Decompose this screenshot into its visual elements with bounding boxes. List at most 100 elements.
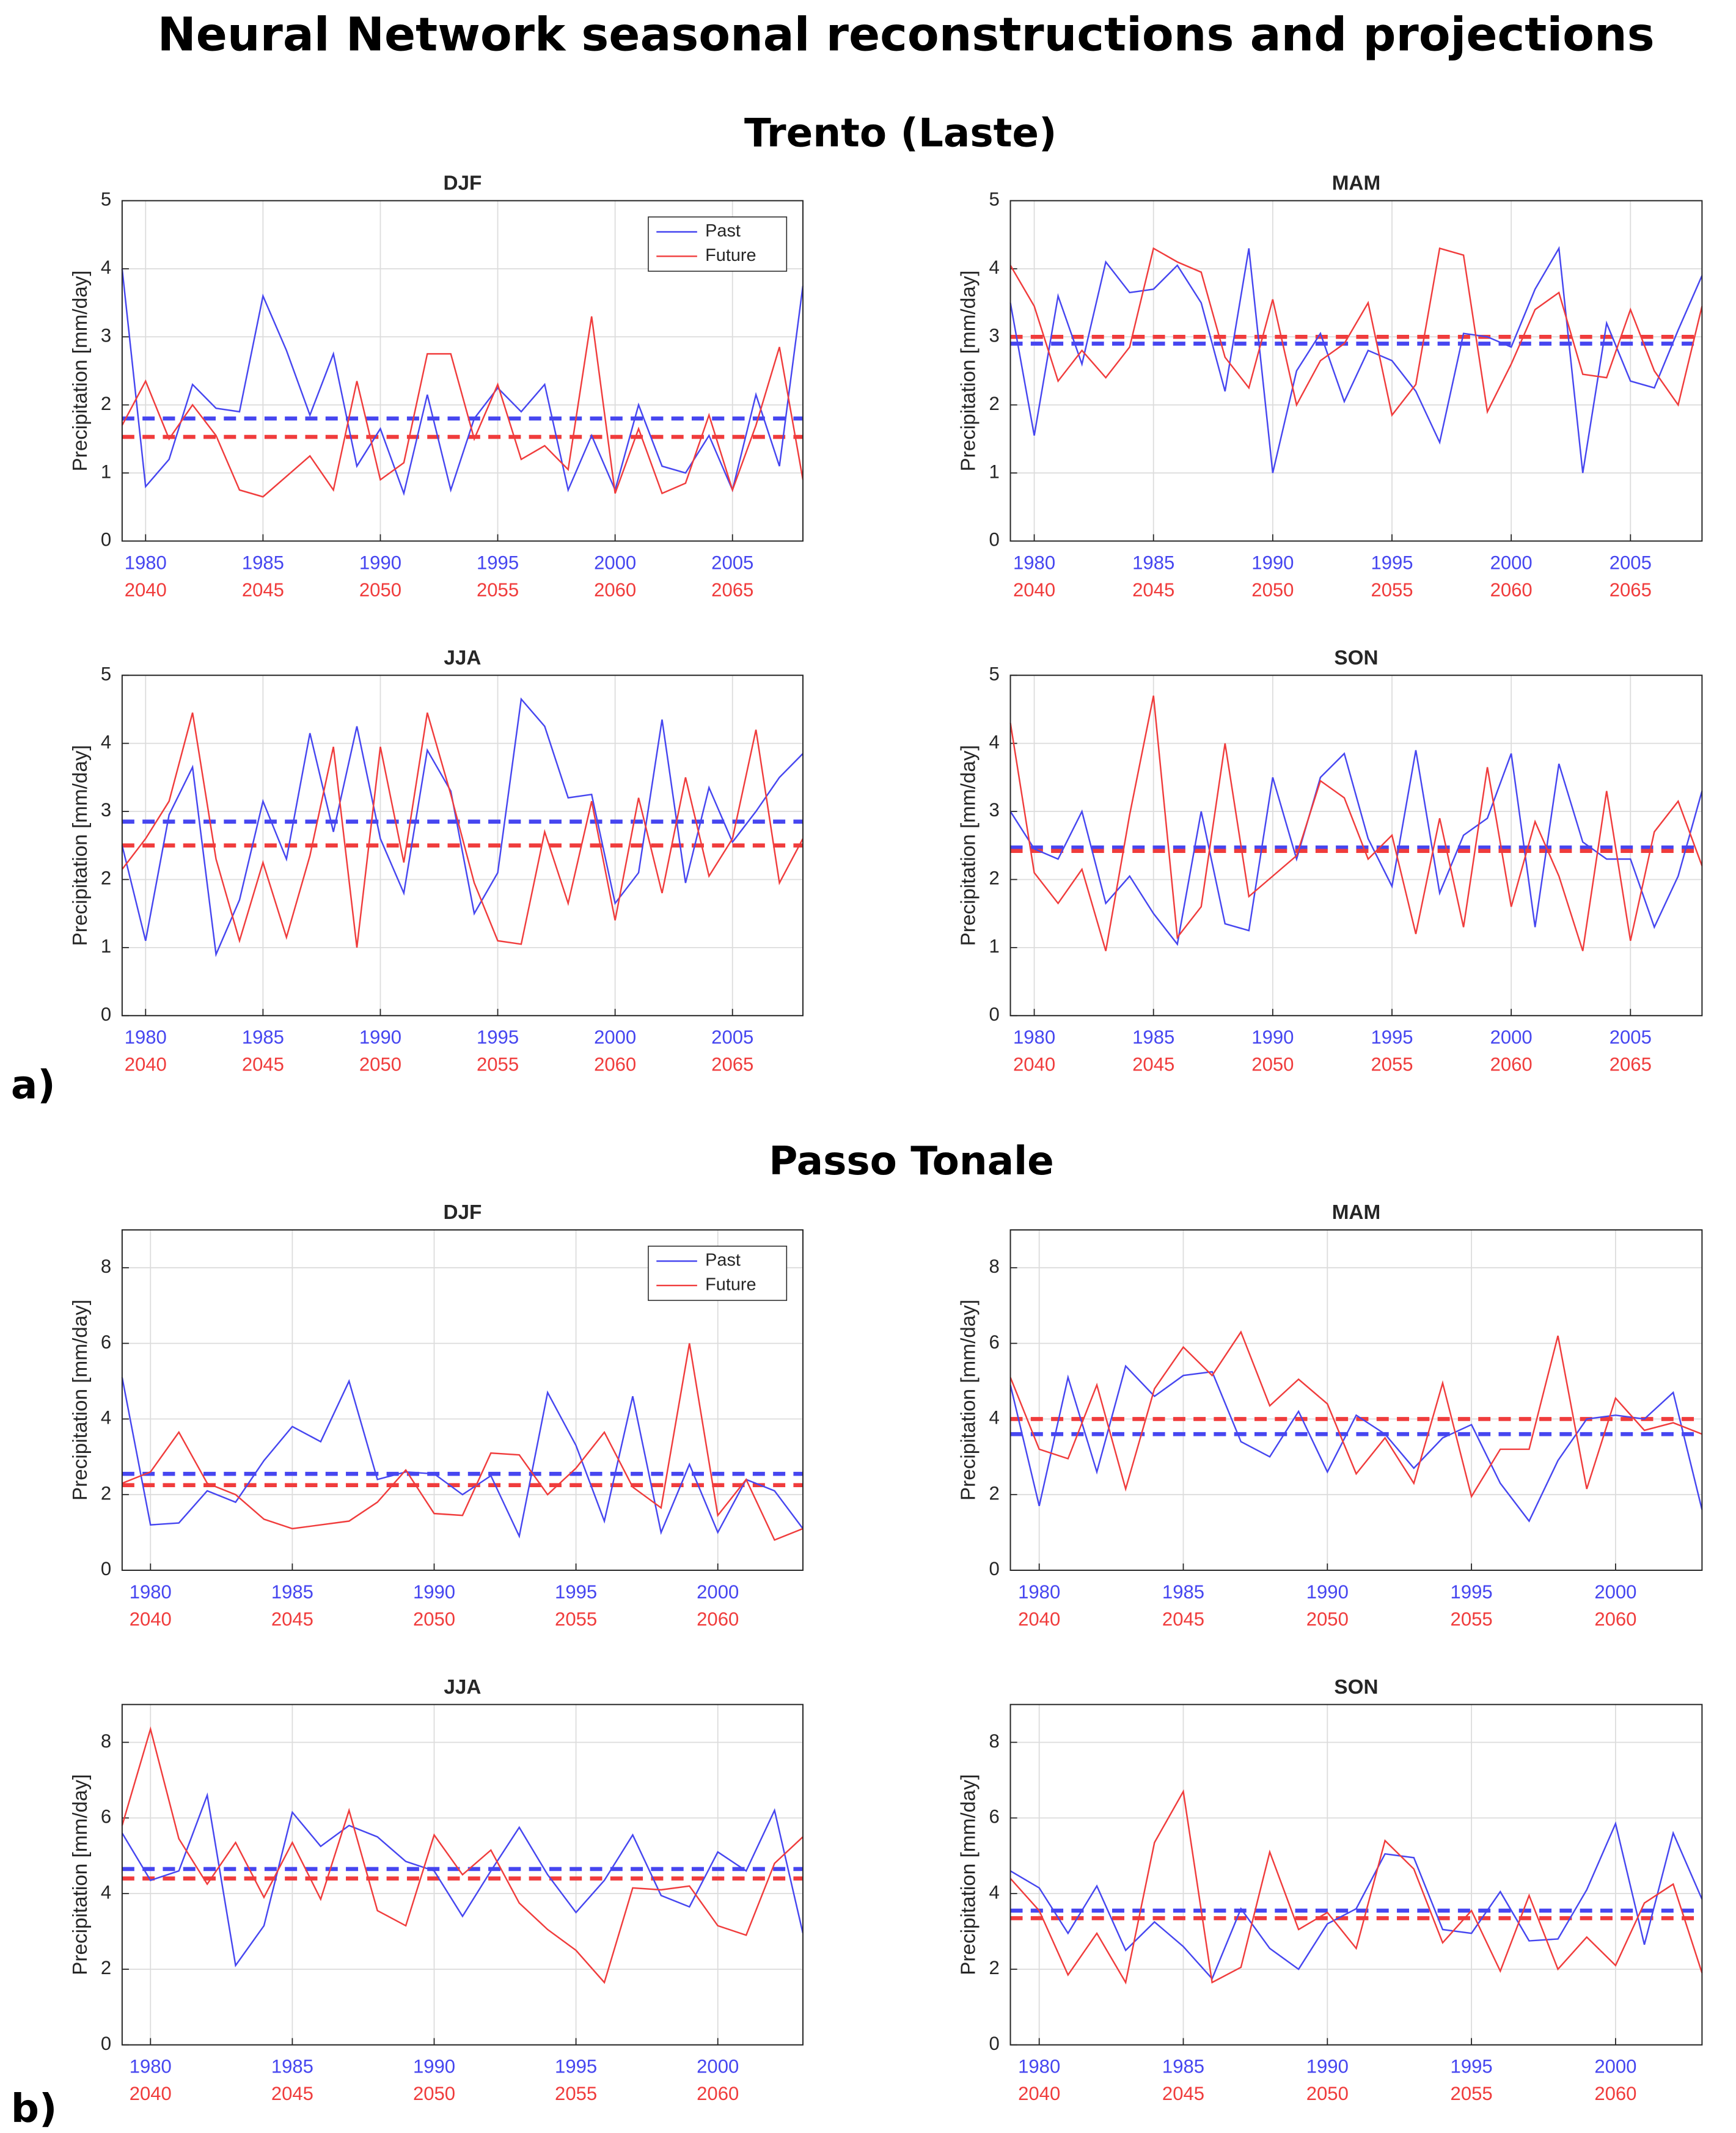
x-tick-label: 1985 xyxy=(1132,1026,1174,1048)
x2-tick-label: 2040 xyxy=(130,2083,172,2104)
y-tick-label: 5 xyxy=(989,663,999,684)
axes-box xyxy=(1009,200,1703,542)
series-line xyxy=(121,1792,804,1967)
y-tick-label: 4 xyxy=(989,1407,999,1429)
legend-label: Past xyxy=(705,221,741,241)
series-line xyxy=(121,697,804,957)
subplot-title: JJA xyxy=(444,646,481,669)
x2-tick-label: 2045 xyxy=(1132,579,1174,601)
y-tick-label: 0 xyxy=(101,2033,111,2054)
figure-title: Neural Network seasonal reconstructions … xyxy=(158,8,1655,62)
series-line xyxy=(121,1726,804,1985)
x2-tick-label: 2050 xyxy=(359,1054,401,1075)
x-tick-label: 1990 xyxy=(359,552,401,573)
x2-tick-label: 2045 xyxy=(1132,1054,1174,1075)
x-tick-label: 1985 xyxy=(271,2056,313,2077)
x2-tick-label: 2060 xyxy=(1490,579,1533,601)
y-tick-label: 0 xyxy=(101,1003,111,1025)
y-tick-label: 1 xyxy=(989,935,999,957)
subplot-title: DJF xyxy=(443,1201,482,1224)
y-tick-label: 8 xyxy=(101,1730,111,1752)
x2-tick-label: 2055 xyxy=(555,2083,597,2104)
y-tick-label: 0 xyxy=(101,529,111,551)
x-tick-label: 1980 xyxy=(1013,552,1055,573)
y-tick-label: 4 xyxy=(989,731,999,753)
x2-tick-label: 2065 xyxy=(1610,579,1652,601)
subplot-title: SON xyxy=(1334,1676,1378,1699)
x-tick-label: 2000 xyxy=(594,1026,636,1048)
x2-tick-label: 2060 xyxy=(594,1054,636,1075)
series-line xyxy=(1009,1364,1703,1523)
y-tick-label: 5 xyxy=(101,663,111,684)
y-tick-label: 0 xyxy=(989,2033,999,2054)
y-tick-label: 8 xyxy=(101,1256,111,1277)
x-tick-label: 2000 xyxy=(697,2056,739,2077)
x2-tick-label: 2050 xyxy=(1306,2083,1349,2104)
subplot-title: SON xyxy=(1334,646,1378,669)
series-line xyxy=(1009,247,1703,417)
x2-tick-label: 2045 xyxy=(271,1608,313,1630)
x-tick-label: 1995 xyxy=(1451,1581,1493,1603)
legend-box xyxy=(648,216,788,272)
axes-box xyxy=(1009,1703,1703,2046)
legend-label: Future xyxy=(705,246,756,265)
y-tick-label: 6 xyxy=(989,1806,999,1828)
plot-area xyxy=(1010,200,1702,541)
x-tick-label: 1985 xyxy=(1132,552,1174,573)
series-line xyxy=(121,1377,804,1539)
x-tick-label: 1995 xyxy=(555,1581,597,1603)
section-title: Passo Tonale xyxy=(769,1138,1054,1184)
axes-box xyxy=(121,1229,804,1571)
series-line xyxy=(1009,1821,1703,1980)
y-tick-label: 0 xyxy=(989,1003,999,1025)
y-axis-label: Precipitation [mm/day] xyxy=(958,270,980,471)
x2-tick-label: 2055 xyxy=(1371,1054,1413,1075)
x2-tick-label: 2065 xyxy=(711,1054,753,1075)
x2-tick-label: 2055 xyxy=(477,579,519,601)
y-axis-label: Precipitation [mm/day] xyxy=(69,270,92,471)
y-tick-label: 4 xyxy=(101,1881,111,1903)
y-tick-label: 0 xyxy=(989,529,999,551)
x-tick-label: 1995 xyxy=(555,2056,597,2077)
y-tick-label: 4 xyxy=(101,1407,111,1429)
x-tick-label: 1980 xyxy=(1018,2056,1060,2077)
x2-tick-label: 2060 xyxy=(697,1608,739,1630)
x2-tick-label: 2040 xyxy=(125,579,167,601)
y-tick-label: 6 xyxy=(101,1331,111,1353)
x2-tick-label: 2040 xyxy=(1018,1608,1060,1630)
x2-tick-label: 2050 xyxy=(1251,1054,1294,1075)
plot-area xyxy=(1010,1229,1702,1570)
y-tick-label: 2 xyxy=(989,1482,999,1504)
series-line xyxy=(122,1343,804,1542)
x-tick-label: 1990 xyxy=(1306,1581,1349,1603)
y-tick-label: 0 xyxy=(989,1558,999,1579)
x-tick-label: 1985 xyxy=(1162,1581,1204,1603)
y-tick-label: 3 xyxy=(989,324,999,346)
x-tick-label: 1980 xyxy=(130,2056,172,2077)
y-tick-label: 0 xyxy=(101,1558,111,1579)
y-tick-label: 4 xyxy=(989,1881,999,1903)
y-axis-label: Precipitation [mm/day] xyxy=(69,1774,92,1975)
x2-tick-label: 2050 xyxy=(413,1608,455,1630)
y-tick-label: 6 xyxy=(101,1806,111,1828)
y-tick-label: 6 xyxy=(989,1331,999,1353)
x-tick-label: 1995 xyxy=(1371,1026,1413,1048)
x2-tick-label: 2060 xyxy=(697,2083,739,2104)
y-tick-label: 2 xyxy=(101,1957,111,1978)
y-tick-label: 2 xyxy=(101,1482,111,1504)
x2-tick-label: 2060 xyxy=(1594,1608,1636,1630)
subplot-title: JJA xyxy=(444,1676,481,1699)
x-tick-label: 2005 xyxy=(1610,1026,1652,1048)
y-axis-label: Precipitation [mm/day] xyxy=(958,745,980,946)
x-tick-label: 2000 xyxy=(1490,552,1533,573)
y-tick-label: 5 xyxy=(989,189,999,210)
x-tick-label: 2005 xyxy=(711,1026,753,1048)
y-tick-label: 1 xyxy=(989,461,999,482)
x-tick-label: 1990 xyxy=(413,2056,455,2077)
x-tick-label: 1990 xyxy=(413,1581,455,1603)
y-tick-label: 3 xyxy=(989,799,999,821)
x-tick-label: 1980 xyxy=(1018,1581,1060,1603)
y-axis-label: Precipitation [mm/day] xyxy=(958,1300,980,1501)
x-tick-label: 2005 xyxy=(1610,552,1652,573)
